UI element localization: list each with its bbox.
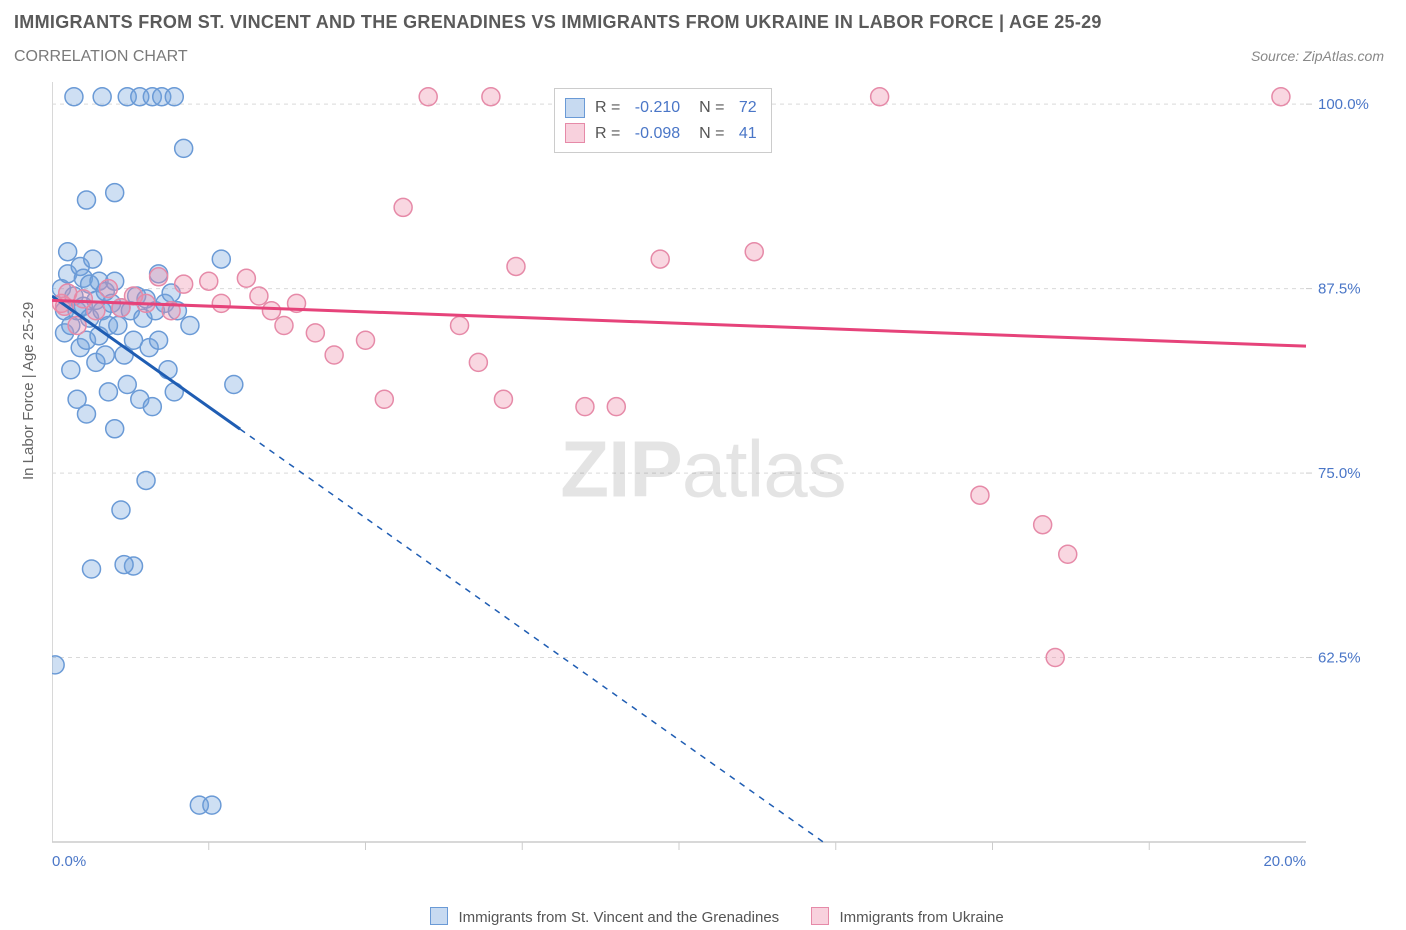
legend-swatch-series-b (811, 907, 829, 925)
series-legend: Immigrants from St. Vincent and the Gren… (0, 907, 1406, 926)
svg-text:62.5%: 62.5% (1318, 650, 1361, 667)
svg-text:100.0%: 100.0% (1318, 96, 1369, 113)
n-value-b: 41 (739, 121, 757, 147)
svg-text:20.0%: 20.0% (1263, 853, 1306, 870)
chart-plot-area: 62.5% 75.0% 87.5% 100.0% 0.0% 20.0% (52, 82, 1384, 876)
chart-title: IMMIGRANTS FROM ST. VINCENT AND THE GREN… (14, 12, 1102, 33)
legend-swatch-a (565, 98, 585, 118)
scatter-svg: 62.5% 75.0% 87.5% 100.0% 0.0% 20.0% (52, 82, 1384, 876)
svg-text:87.5%: 87.5% (1318, 281, 1361, 298)
y-axis-label: In Labor Force | Age 25-29 (20, 302, 37, 480)
correlation-legend: R = -0.210 N = 72 R = -0.098 N = 41 (554, 88, 772, 153)
legend-swatch-b (565, 123, 585, 143)
chart-subtitle: CORRELATION CHART (14, 48, 188, 66)
n-value-a: 72 (739, 95, 757, 121)
legend-label-series-a: Immigrants from St. Vincent and the Gren… (458, 909, 779, 926)
legend-row-series-a: R = -0.210 N = 72 (565, 95, 757, 121)
r-value-b: -0.098 (635, 121, 680, 147)
source-attribution: Source: ZipAtlas.com (1251, 48, 1384, 64)
legend-label-series-b: Immigrants from Ukraine (840, 909, 1004, 926)
legend-row-series-b: R = -0.098 N = 41 (565, 121, 757, 147)
svg-text:75.0%: 75.0% (1318, 465, 1361, 482)
svg-text:0.0%: 0.0% (52, 853, 86, 870)
r-value-a: -0.210 (635, 95, 680, 121)
legend-swatch-series-a (430, 907, 448, 925)
